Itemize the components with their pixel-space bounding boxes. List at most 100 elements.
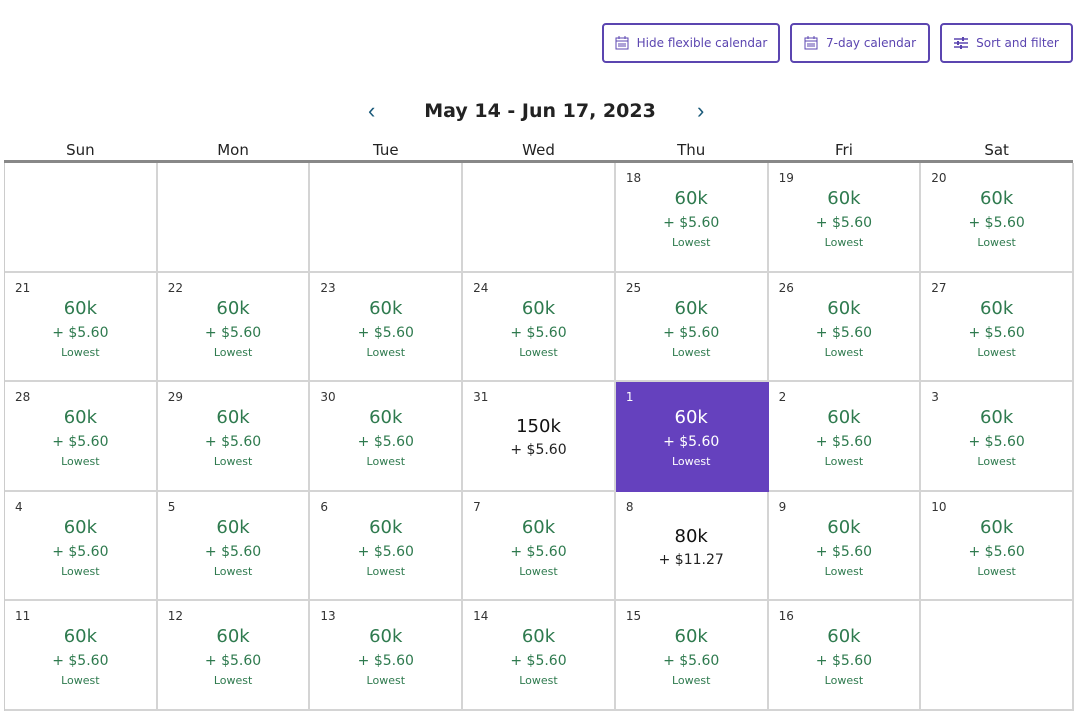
calendar-day[interactable]: 22 60k + $5.60 Lowest	[157, 272, 311, 382]
day-number: 31	[473, 390, 489, 404]
calendar-day[interactable]: 21 60k + $5.60 Lowest	[5, 272, 158, 382]
points-price: 60k	[521, 516, 556, 538]
day-number: 14	[473, 609, 489, 623]
points-price: 60k	[979, 297, 1014, 319]
calendar-day[interactable]: 8 80k + $11.27	[615, 491, 769, 601]
calendar-day[interactable]: 28 60k + $5.60 Lowest	[5, 382, 158, 492]
points-price: 60k	[216, 516, 250, 538]
tax-amount: + $5.60	[204, 324, 262, 341]
calendar-day[interactable]: 9 60k + $5.60 Lowest	[768, 491, 922, 601]
tax-amount: + $5.60	[52, 543, 109, 560]
day-number: 5	[167, 499, 176, 514]
lowest-badge: Lowest	[824, 236, 864, 249]
day-number: 16	[778, 609, 794, 623]
empty-cell	[463, 163, 616, 273]
points-price: 60k	[827, 626, 861, 647]
calendar-day[interactable]: 19 60k + $5.60 Lowest	[768, 163, 922, 273]
tax-amount: + $5.60	[663, 434, 720, 450]
calendar-day[interactable]: 10 60k + $5.60 Lowest	[921, 491, 1074, 601]
lowest-badge: Lowest	[671, 455, 711, 468]
weekday-thu: Thu	[677, 141, 706, 159]
day-number: 15	[625, 609, 642, 623]
lowest-badge: Lowest	[213, 345, 253, 359]
tax-amount: + $5.60	[52, 653, 109, 669]
weekday-tue: Tue	[372, 141, 399, 159]
calendar-day[interactable]: 7 60k + $5.60 Lowest	[463, 491, 616, 601]
empty-cell	[310, 163, 464, 273]
calendar-day[interactable]: 15 60k + $5.60 Lowest	[615, 601, 769, 711]
calendar-day[interactable]: 29 60k + $5.60 Lowest	[157, 382, 311, 492]
weekday-wed: Wed	[522, 141, 555, 159]
calendar-day[interactable]: 24 60k + $5.60 Lowest	[463, 272, 616, 382]
empty-cell	[5, 163, 158, 273]
lowest-badge: Lowest	[213, 564, 253, 578]
calendar-day[interactable]: 18 60k + $5.60 Lowest	[615, 163, 769, 273]
day-number: 24	[473, 280, 489, 295]
hide-flexible-calendar-button[interactable]: Hide flexible calendar	[602, 23, 780, 63]
points-price: 60k	[216, 626, 250, 647]
calendar-day[interactable]: 27 60k + $5.60 Lowest	[921, 272, 1074, 382]
lowest-badge: Lowest	[824, 564, 864, 578]
points-price: 60k	[979, 188, 1014, 209]
calendar-day[interactable]: 2 60k + $5.60 Lowest	[768, 382, 922, 492]
day-number: 3	[931, 390, 939, 404]
day-number: 28	[15, 390, 31, 404]
points-price: 60k	[674, 188, 708, 209]
weekday-header: Sun Mon Tue Wed Thu Fri Sat	[4, 141, 1073, 159]
calendar-day[interactable]: 5 60k + $5.60 Lowest	[157, 491, 311, 601]
calendar-day[interactable]: 4 60k + $5.60 Lowest	[5, 491, 158, 601]
next-range-button[interactable]: ›	[697, 98, 705, 123]
tax-amount: + $5.60	[510, 324, 567, 341]
points-price: 60k	[827, 297, 861, 319]
lowest-badge: Lowest	[366, 674, 406, 687]
lowest-badge: Lowest	[977, 236, 1016, 249]
prev-range-button[interactable]: ‹	[368, 98, 376, 123]
tax-amount: + $5.60	[968, 324, 1025, 341]
calendar-day[interactable]: 1 60k + $5.60 Lowest	[615, 382, 769, 492]
weekday-fri: Fri	[834, 141, 853, 159]
weekday-mon: Mon	[217, 141, 249, 159]
tax-amount: + $5.60	[663, 215, 720, 231]
tax-amount: + $5.60	[663, 324, 720, 341]
points-price: 60k	[521, 626, 556, 647]
day-number: 10	[931, 499, 947, 514]
tax-amount: + $5.60	[357, 543, 414, 560]
sort-filter-button[interactable]: Sort and filter	[940, 23, 1073, 63]
seven-day-calendar-button[interactable]: 7-day calendar	[790, 23, 930, 63]
lowest-badge: Lowest	[61, 345, 100, 359]
tax-amount: + $5.60	[357, 434, 414, 450]
calendar-day[interactable]: 12 60k + $5.60 Lowest	[157, 601, 311, 711]
lowest-badge: Lowest	[671, 236, 711, 249]
calendar-day[interactable]: 6 60k + $5.60 Lowest	[310, 491, 464, 601]
day-number: 20	[931, 171, 947, 185]
lowest-badge: Lowest	[61, 455, 100, 468]
lowest-badge: Lowest	[671, 345, 711, 359]
day-number: 25	[625, 280, 642, 295]
calendar-day[interactable]: 25 60k + $5.60 Lowest	[615, 272, 769, 382]
calendar-day[interactable]: 31 150k + $5.60	[463, 382, 616, 492]
lowest-badge: Lowest	[824, 345, 864, 359]
calendar-day[interactable]: 26 60k + $5.60 Lowest	[768, 272, 922, 382]
calendar-day[interactable]: 13 60k + $5.60 Lowest	[310, 601, 464, 711]
tax-amount: + $5.60	[663, 653, 720, 669]
calendar-day[interactable]: 14 60k + $5.60 Lowest	[463, 601, 616, 711]
tax-amount: + $5.60	[968, 215, 1025, 231]
points-price: 60k	[369, 297, 403, 319]
tax-amount: + $5.60	[52, 434, 109, 450]
lowest-badge: Lowest	[213, 455, 253, 468]
sliders-icon	[954, 37, 969, 49]
calendar-day[interactable]: 20 60k + $5.60 Lowest	[921, 163, 1074, 273]
calendar-day[interactable]: 11 60k + $5.60 Lowest	[5, 601, 158, 711]
tax-amount: + $5.60	[52, 324, 109, 341]
points-price: 60k	[369, 626, 403, 647]
points-price: 60k	[63, 516, 98, 538]
tax-amount: + $5.60	[968, 434, 1025, 450]
day-number: 29	[167, 390, 183, 404]
calendar-day[interactable]: 30 60k + $5.60 Lowest	[310, 382, 464, 492]
tax-amount: + $5.60	[204, 543, 262, 560]
tax-amount: + $5.60	[357, 324, 414, 341]
calendar-day[interactable]: 3 60k + $5.60 Lowest	[921, 382, 1074, 492]
calendar-day[interactable]: 23 60k + $5.60 Lowest	[310, 272, 464, 382]
calendar-day[interactable]: 16 60k + $5.60 Lowest	[768, 601, 922, 711]
lowest-badge: Lowest	[519, 345, 558, 359]
